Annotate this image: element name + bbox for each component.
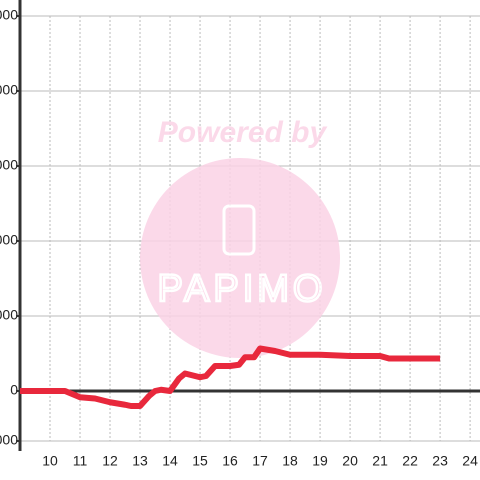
x-tick-label: 12 [102, 453, 118, 469]
x-tick-label: 13 [132, 453, 148, 469]
x-tick-label: 24 [462, 453, 478, 469]
watermark: Powered by PAPIMO [140, 116, 340, 358]
x-tick-label: 17 [252, 453, 268, 469]
y-tick-label: 0 [10, 382, 18, 398]
x-tick-label: 10 [42, 453, 58, 469]
y-tick-label: 60,000 [0, 232, 18, 248]
x-tick-label: 21 [372, 453, 388, 469]
watermark-logo: PAPIMO [158, 268, 327, 310]
x-tick-label: 14 [162, 453, 178, 469]
x-tick-label: 15 [192, 453, 208, 469]
watermark-icon [222, 204, 256, 256]
y-tick-label: -20,000 [0, 432, 18, 448]
x-tick-label: 20 [342, 453, 358, 469]
x-tick-label: 22 [402, 453, 418, 469]
x-tick-label: 11 [73, 453, 88, 469]
line [20, 345, 441, 409]
x-tick-label: 23 [432, 453, 448, 469]
watermark-text: Powered by [158, 116, 328, 149]
x-tick-label: 19 [312, 453, 328, 469]
y-tick-label: 150,000 [0, 7, 18, 23]
y-tick-label: 30,000 [0, 307, 18, 323]
x-tick-label: 18 [282, 453, 298, 469]
watermark-circle [140, 158, 340, 358]
y-tick-label: 120,000 [0, 82, 18, 98]
x-tick-label: 16 [222, 453, 238, 469]
y-tick-label: 90,000 [0, 157, 18, 173]
